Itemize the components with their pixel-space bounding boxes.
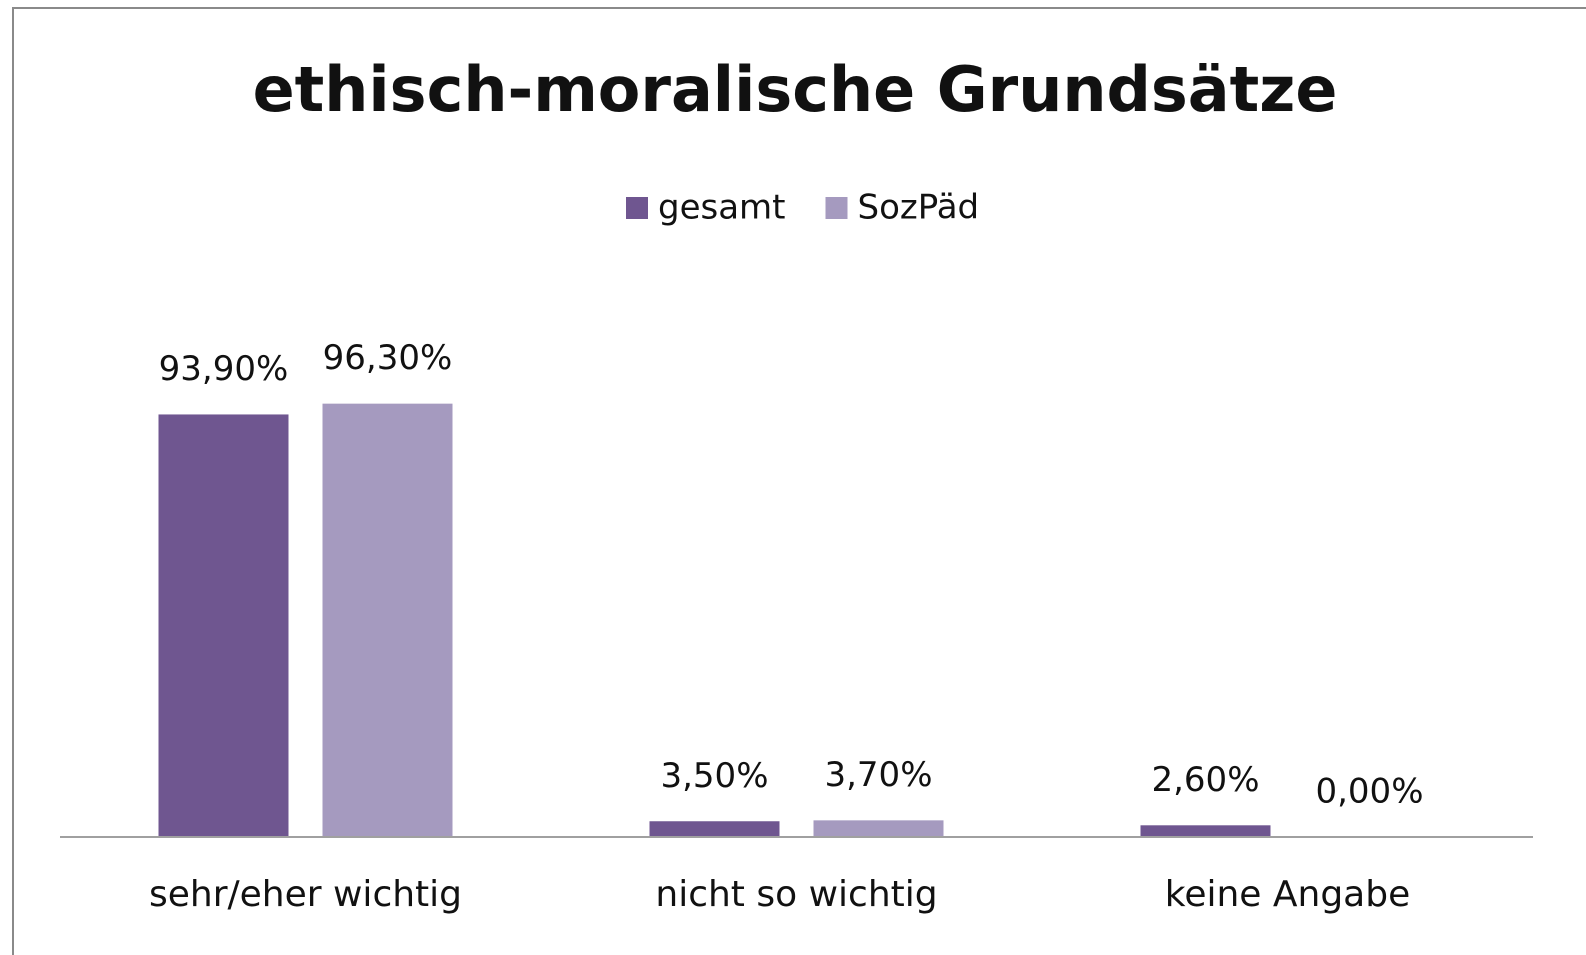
- bar: [813, 820, 944, 837]
- data-label: 3,50%: [660, 756, 768, 796]
- data-label: 96,30%: [323, 338, 453, 378]
- legend-label: gesamt: [658, 188, 786, 228]
- bar: [1140, 825, 1271, 837]
- legend-label: SozPäd: [858, 188, 980, 228]
- chart-title: ethisch-moralische Grundsätze: [253, 53, 1338, 126]
- x-tick-label: keine Angabe: [1165, 874, 1410, 915]
- bar: [158, 414, 289, 837]
- legend-swatch: [825, 197, 848, 219]
- data-label: 2,60%: [1151, 760, 1259, 800]
- data-label: 0,00%: [1315, 772, 1423, 812]
- x-tick-label: nicht so wichtig: [655, 874, 937, 915]
- bar: [649, 821, 780, 837]
- data-label: 93,90%: [159, 349, 289, 389]
- data-label: 3,70%: [824, 755, 932, 795]
- legend-swatch: [626, 197, 648, 219]
- bar: [322, 403, 453, 837]
- x-tick-label: sehr/eher wichtig: [149, 874, 462, 915]
